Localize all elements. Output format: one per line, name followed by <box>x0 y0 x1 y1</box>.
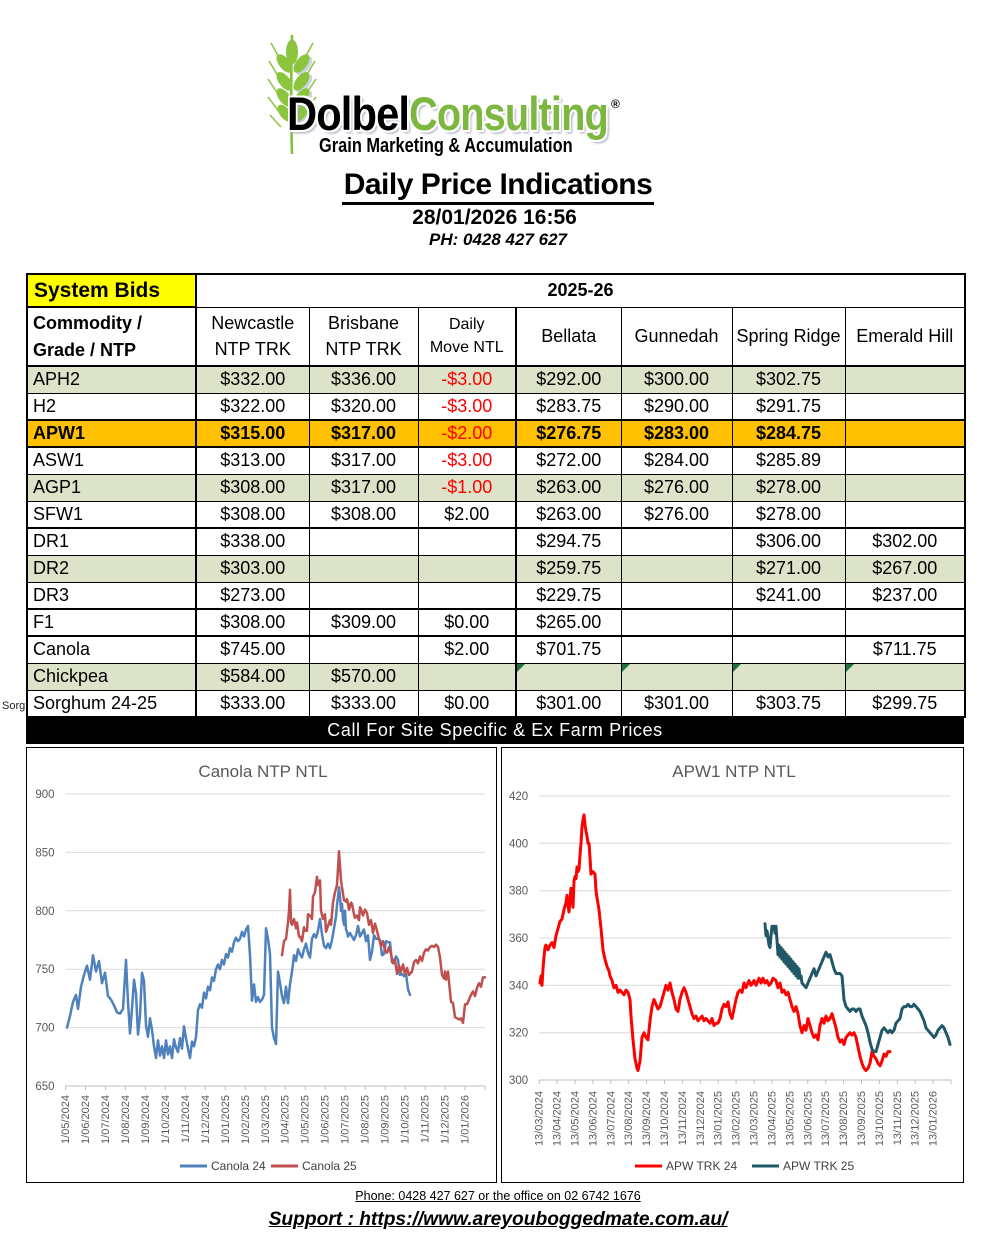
svg-text:320: 320 <box>509 1028 528 1040</box>
svg-text:1/09/2024: 1/09/2024 <box>140 1095 152 1144</box>
svg-text:1/01/2025: 1/01/2025 <box>220 1095 232 1144</box>
svg-text:13/01/2025: 13/01/2025 <box>713 1091 725 1146</box>
svg-text:700: 700 <box>35 1023 54 1035</box>
svg-text:360: 360 <box>509 933 528 945</box>
svg-text:13/12/2025: 13/12/2025 <box>910 1091 922 1146</box>
svg-text:800: 800 <box>35 906 54 918</box>
svg-text:1/10/2025: 1/10/2025 <box>400 1095 412 1144</box>
svg-text:900: 900 <box>35 789 54 801</box>
svg-text:Canola NTP NTL: Canola NTP NTL <box>198 762 327 781</box>
svg-text:13/10/2025: 13/10/2025 <box>874 1091 886 1146</box>
svg-text:13/10/2024: 13/10/2024 <box>659 1091 671 1146</box>
svg-text:13/05/2024: 13/05/2024 <box>570 1091 582 1146</box>
svg-text:1/06/2024: 1/06/2024 <box>80 1095 92 1144</box>
svg-text:13/08/2024: 13/08/2024 <box>623 1091 635 1146</box>
svg-text:13/06/2025: 13/06/2025 <box>802 1091 814 1146</box>
svg-text:APW TRK 25: APW TRK 25 <box>783 1159 854 1173</box>
svg-text:13/09/2025: 13/09/2025 <box>856 1091 868 1146</box>
svg-text:13/06/2024: 13/06/2024 <box>587 1091 599 1146</box>
svg-text:750: 750 <box>35 964 54 976</box>
svg-text:1/01/2026: 1/01/2026 <box>460 1095 472 1144</box>
svg-text:1/02/2025: 1/02/2025 <box>240 1095 252 1144</box>
svg-text:13/04/2024: 13/04/2024 <box>552 1091 564 1146</box>
svg-text:13/11/2025: 13/11/2025 <box>892 1091 904 1145</box>
svg-text:1/07/2025: 1/07/2025 <box>340 1095 352 1144</box>
svg-text:13/04/2025: 13/04/2025 <box>767 1091 779 1146</box>
svg-text:1/08/2025: 1/08/2025 <box>360 1095 372 1144</box>
svg-text:APW1 NTP NTL: APW1 NTP NTL <box>672 762 795 781</box>
svg-text:1/03/2025: 1/03/2025 <box>260 1095 272 1144</box>
svg-text:Canola 25: Canola 25 <box>302 1159 357 1173</box>
svg-text:13/08/2025: 13/08/2025 <box>838 1091 850 1146</box>
svg-text:1/06/2025: 1/06/2025 <box>320 1095 332 1144</box>
svg-text:300: 300 <box>509 1075 528 1087</box>
svg-text:13/02/2025: 13/02/2025 <box>731 1091 743 1146</box>
svg-text:13/11/2024: 13/11/2024 <box>677 1091 689 1145</box>
svg-text:13/09/2024: 13/09/2024 <box>641 1091 653 1146</box>
svg-text:650: 650 <box>35 1081 54 1093</box>
svg-text:1/05/2024: 1/05/2024 <box>60 1095 72 1144</box>
svg-text:APW TRK 24: APW TRK 24 <box>666 1159 737 1173</box>
svg-text:13/03/2024: 13/03/2024 <box>534 1091 546 1146</box>
svg-text:13/12/2024: 13/12/2024 <box>695 1091 707 1146</box>
svg-text:1/11/2025: 1/11/2025 <box>420 1095 432 1143</box>
svg-text:380: 380 <box>509 886 528 898</box>
svg-text:13/01/2026: 13/01/2026 <box>928 1091 940 1146</box>
svg-text:1/05/2025: 1/05/2025 <box>300 1095 312 1144</box>
svg-text:340: 340 <box>509 980 528 992</box>
svg-text:13/07/2024: 13/07/2024 <box>605 1091 617 1146</box>
svg-text:1/10/2024: 1/10/2024 <box>160 1095 172 1144</box>
svg-text:13/03/2025: 13/03/2025 <box>749 1091 761 1146</box>
svg-text:1/09/2025: 1/09/2025 <box>380 1095 392 1144</box>
svg-text:13/07/2025: 13/07/2025 <box>820 1091 832 1146</box>
svg-text:1/11/2024: 1/11/2024 <box>180 1095 192 1143</box>
svg-text:13/05/2025: 13/05/2025 <box>784 1091 796 1146</box>
svg-text:850: 850 <box>35 847 54 859</box>
svg-text:Canola 24: Canola 24 <box>211 1159 266 1173</box>
svg-text:1/07/2024: 1/07/2024 <box>100 1095 112 1144</box>
svg-text:1/04/2025: 1/04/2025 <box>280 1095 292 1144</box>
svg-text:1/12/2025: 1/12/2025 <box>440 1095 452 1144</box>
svg-text:1/12/2024: 1/12/2024 <box>200 1095 212 1144</box>
svg-text:420: 420 <box>509 791 528 803</box>
svg-text:1/08/2024: 1/08/2024 <box>120 1095 132 1144</box>
svg-text:400: 400 <box>509 838 528 850</box>
